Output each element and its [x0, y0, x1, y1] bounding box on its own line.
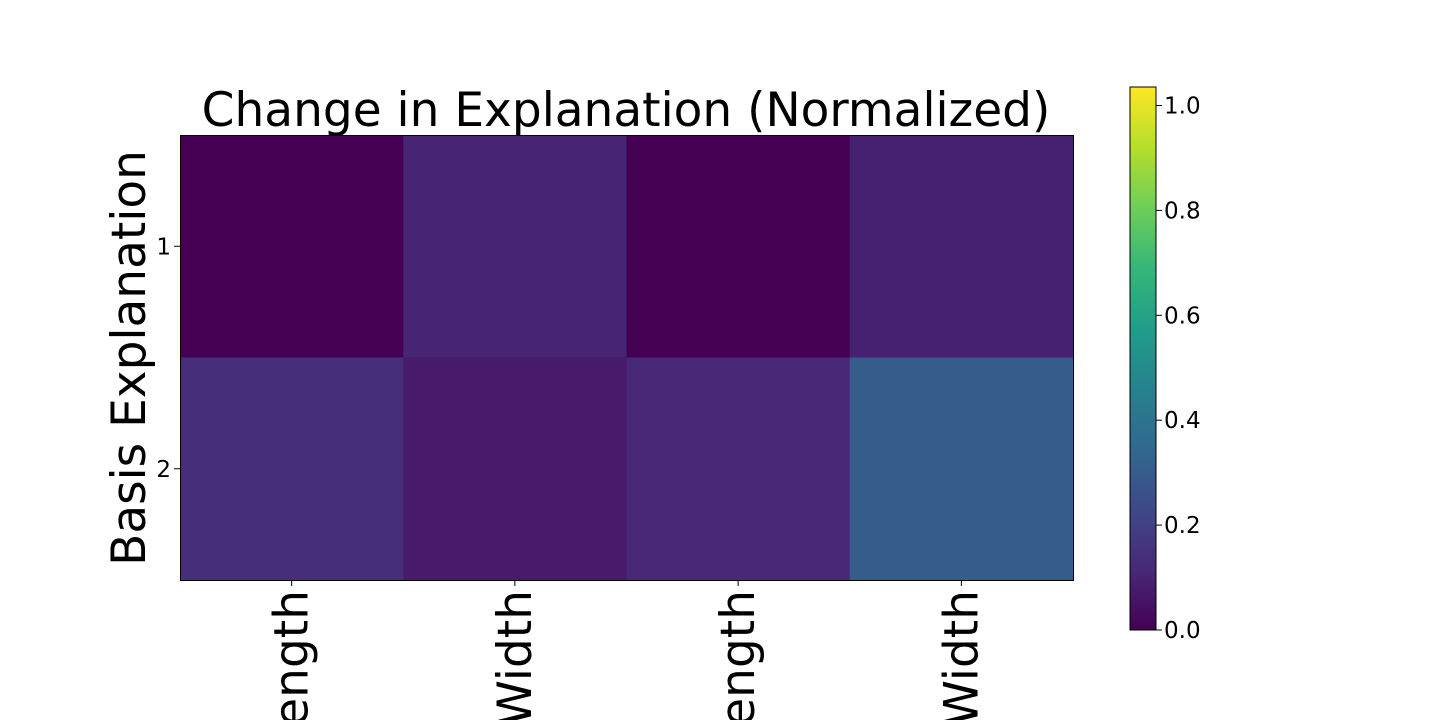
colorbar-tick-label: 0.0: [1164, 618, 1201, 644]
heatmap-cell: [849, 357, 1074, 581]
colorbar: [1129, 86, 1157, 631]
x-tick-label: Sepal_Length: [265, 590, 320, 720]
heatmap-cell: [180, 135, 404, 358]
heatmap-cell: [403, 357, 627, 581]
y-axis: 12: [156, 234, 180, 483]
heatmap-cells: [180, 135, 1074, 581]
chart-title: Change in Explanation (Normalized): [202, 83, 1051, 138]
heatmap-cell: [626, 357, 851, 581]
y-tick-label: 2: [156, 457, 171, 483]
plot-frame: [180, 135, 1074, 581]
x-tick-label: Sepal_Width: [488, 590, 543, 720]
y-axis-label: Basis Explanation: [102, 150, 157, 566]
x-axis: Sepal_Length Sepal_Width Petal_Length Petal…: [265, 580, 989, 720]
colorbar-tick-label: 0.2: [1164, 513, 1201, 539]
y-tick-label: 1: [156, 234, 171, 260]
heatmap-cell: [180, 357, 404, 581]
colorbar-tick-label: 0.4: [1164, 408, 1201, 434]
x-tick-label: Petal_Width: [934, 590, 989, 720]
colorbar-tick-label: 0.6: [1164, 303, 1201, 329]
colorbar-tick-label: 0.8: [1164, 198, 1201, 224]
x-tick-label: Petal_Length: [711, 590, 766, 720]
heatmap-cell: [849, 135, 1074, 358]
colorbar-tick-label: 1.0: [1164, 94, 1201, 120]
heatmap-cell: [403, 135, 627, 358]
heatmap-cell: [626, 135, 851, 358]
colorbar-axis: 0.0 0.2 0.4 0.6 0.8 1.0: [1156, 94, 1201, 644]
